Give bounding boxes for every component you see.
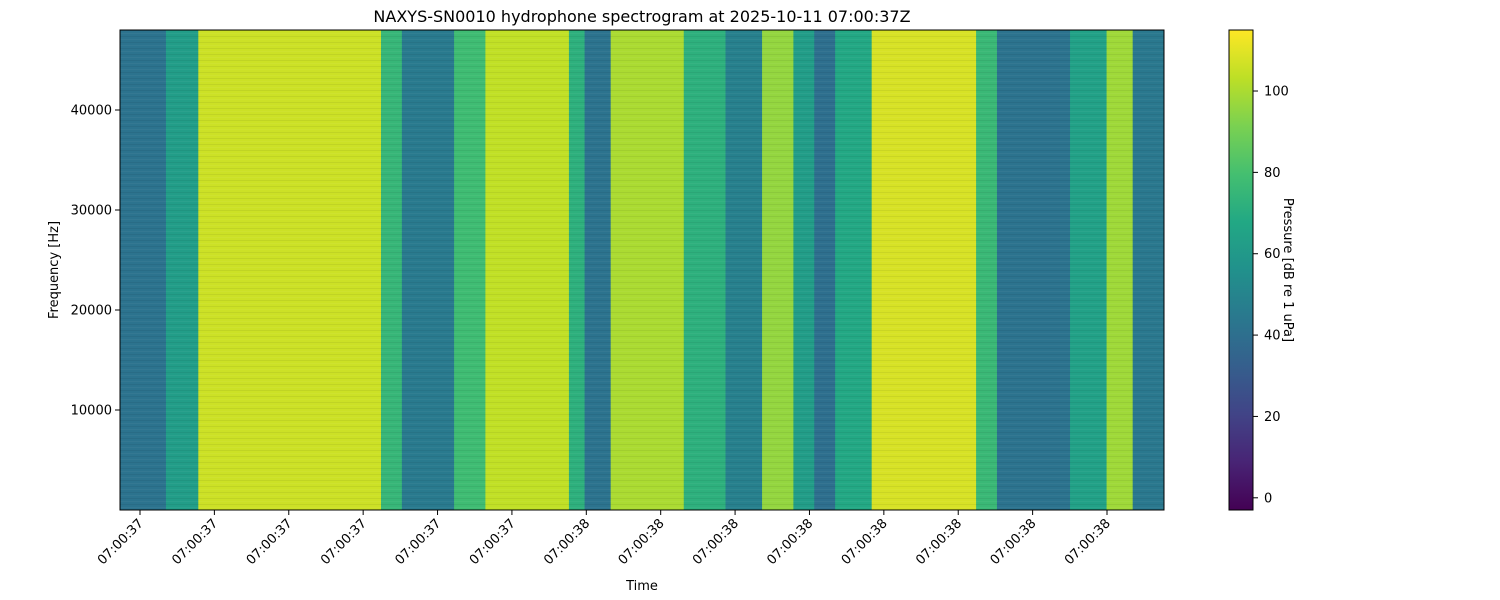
x-tick-label: 07:00:38 — [616, 516, 668, 568]
colorbar-tick-label: 60 — [1264, 247, 1281, 262]
x-tick-label: 07:00:37 — [244, 516, 296, 568]
y-tick-label: 30000 — [71, 204, 112, 219]
y-axis: 10000 20000 30000 40000 — [71, 104, 120, 419]
colorbar-tick-label: 40 — [1264, 329, 1281, 344]
x-axis-label: Time — [625, 579, 658, 594]
x-tick-label: 07:00:37 — [169, 516, 221, 568]
colorbar-tick-label: 0 — [1264, 491, 1272, 506]
y-tick-label: 10000 — [71, 404, 112, 419]
colorbar-tick-label: 100 — [1264, 85, 1289, 100]
x-tick-label: 07:00:37 — [467, 516, 519, 568]
x-tick-label: 07:00:37 — [318, 516, 370, 568]
colorbar — [1228, 29, 1254, 511]
x-tick-label: 07:00:38 — [1062, 516, 1114, 568]
x-tick-label: 07:00:38 — [690, 516, 742, 568]
chart-title: NAXYS-SN0010 hydrophone spectrogram at 2… — [373, 7, 910, 26]
x-tick-label: 07:00:38 — [541, 516, 593, 568]
plot-frame — [119, 29, 1165, 511]
colorbar-tick-label: 80 — [1264, 166, 1281, 181]
x-axis: 07:00:37 07:00:37 07:00:37 07:00:37 07:00:37… — [95, 510, 1114, 568]
y-axis-label: Frequency [Hz] — [47, 221, 62, 319]
spectrogram-texture — [120, 30, 1164, 510]
x-tick-label: 07:00:38 — [988, 516, 1040, 568]
y-tick-label: 20000 — [71, 304, 112, 319]
x-tick-label: 07:00:38 — [913, 516, 965, 568]
colorbar-label: Pressure [dB re 1 uPa] — [1280, 198, 1295, 342]
colorbar-tick-label: 20 — [1264, 410, 1281, 425]
colorbar-axis: 0 20 40 60 80 100 — [1253, 85, 1289, 506]
x-tick-label: 07:00:38 — [839, 516, 891, 568]
x-tick-label: 07:00:37 — [392, 516, 444, 568]
y-tick-label: 40000 — [71, 104, 112, 119]
x-tick-label: 07:00:37 — [95, 516, 147, 568]
x-tick-label: 07:00:38 — [764, 516, 816, 568]
